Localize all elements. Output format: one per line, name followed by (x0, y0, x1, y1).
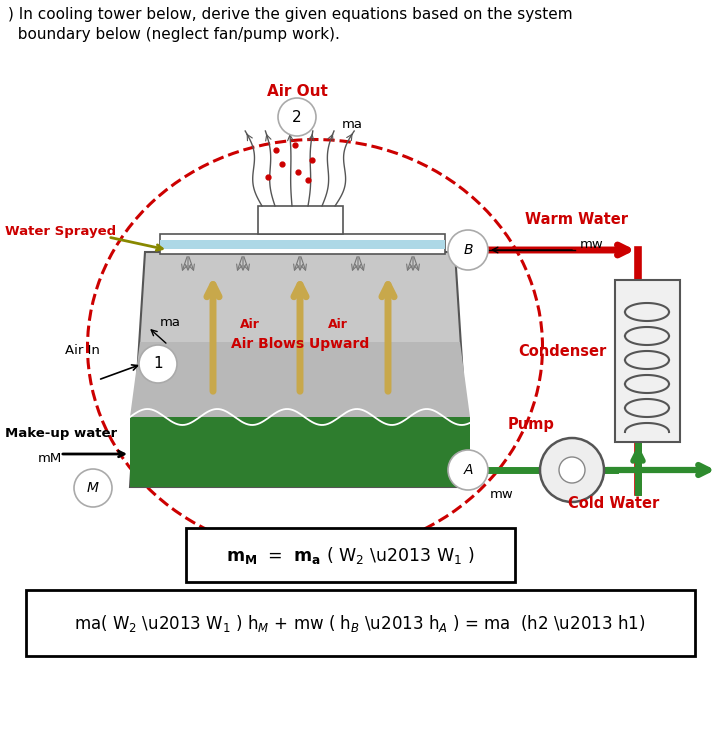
Circle shape (448, 450, 488, 490)
Text: ma: ma (160, 315, 181, 329)
Text: mM: mM (38, 451, 62, 464)
Text: Condenser: Condenser (518, 344, 606, 360)
Text: Make-up water: Make-up water (5, 427, 117, 441)
FancyBboxPatch shape (160, 240, 445, 249)
Polygon shape (130, 252, 470, 487)
Circle shape (559, 457, 585, 483)
Text: Cold Water: Cold Water (568, 496, 659, 511)
Circle shape (139, 345, 177, 383)
FancyBboxPatch shape (186, 528, 515, 582)
FancyBboxPatch shape (615, 280, 680, 442)
Text: mw: mw (580, 238, 604, 252)
Text: boundary below (neglect fan/pump work).: boundary below (neglect fan/pump work). (8, 27, 340, 42)
Text: 2: 2 (292, 110, 302, 125)
Text: Water Sprayed: Water Sprayed (5, 226, 116, 238)
FancyBboxPatch shape (26, 590, 695, 656)
Text: Air Blows Upward: Air Blows Upward (231, 337, 369, 351)
Text: 1: 1 (153, 356, 163, 372)
Text: $\bf{m_M}$  =  $\bf{m_a}$ ( W$_2$ \u2013 W$_1$ ): $\bf{m_M}$ = $\bf{m_a}$ ( W$_2$ \u2013 W… (225, 545, 474, 565)
Text: Air: Air (240, 318, 260, 330)
Polygon shape (130, 342, 470, 417)
Text: A: A (463, 463, 473, 477)
Text: M: M (87, 481, 99, 495)
Text: Air Out: Air Out (267, 85, 328, 99)
Text: Warm Water: Warm Water (525, 212, 628, 228)
Text: Pump: Pump (508, 416, 555, 432)
Text: Air: Air (328, 318, 348, 330)
Circle shape (74, 469, 112, 507)
Circle shape (540, 438, 604, 502)
FancyBboxPatch shape (258, 206, 343, 234)
Text: ma( W$_2$ \u2013 W$_1$ ) h$_M$ + mw ( h$_B$ \u2013 h$_A$ ) = ma  (h2 \u2013 h1): ma( W$_2$ \u2013 W$_1$ ) h$_M$ + mw ( h$… (75, 612, 646, 634)
Circle shape (448, 230, 488, 270)
FancyBboxPatch shape (160, 234, 445, 254)
Text: mw: mw (490, 487, 514, 501)
Text: ma: ma (342, 117, 363, 131)
Text: Air In: Air In (65, 344, 100, 356)
Text: ) In cooling tower below, derive the given equations based on the system: ) In cooling tower below, derive the giv… (8, 7, 573, 22)
Circle shape (278, 98, 316, 136)
Polygon shape (130, 417, 470, 487)
Text: B: B (463, 243, 473, 257)
